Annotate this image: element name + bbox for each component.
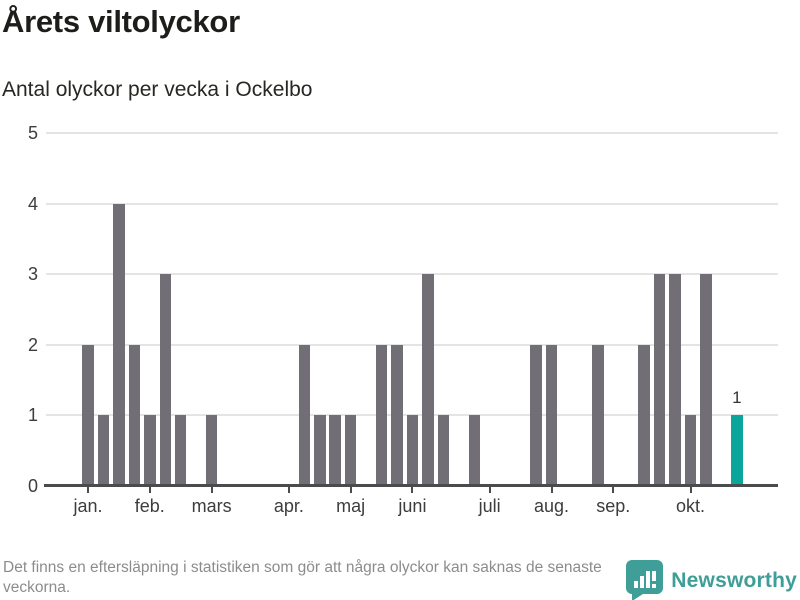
bar-week-4 <box>128 344 141 486</box>
y-axis-label-4: 4 <box>27 193 38 214</box>
x-tick-juli <box>488 487 491 493</box>
bar-week-43-highlight <box>731 415 743 486</box>
x-axis-label-mars: mars <box>191 496 232 516</box>
x-tick-juni <box>411 487 414 493</box>
x-tick-maj <box>349 487 352 493</box>
bar-week-26 <box>468 415 480 486</box>
x-tick-sep <box>612 487 615 493</box>
x-tick-jan <box>87 487 89 493</box>
footer-note: Det finns en eftersläpning i statistiken… <box>3 559 602 596</box>
bar-week-39 <box>669 274 681 486</box>
x-axis-label-juli: juli <box>478 496 501 516</box>
chart-subtitle: Antal olyckor per vecka i Ockelbo <box>2 78 313 101</box>
x-axis-line <box>44 484 778 487</box>
bar-week-24 <box>437 415 450 486</box>
x-tick-feb <box>148 487 151 493</box>
bar-week-37 <box>638 344 650 486</box>
bar-week-16 <box>314 415 326 486</box>
y-axis-label-1: 1 <box>27 405 38 425</box>
x-axis-label-okt: okt. <box>676 496 706 516</box>
bar-week-5 <box>144 415 156 486</box>
x-axis-label-juni: juni <box>398 496 427 516</box>
bar-week-21 <box>391 344 403 486</box>
bar-week-9 <box>205 415 218 486</box>
x-axis-label-jan: jan. <box>73 496 103 516</box>
x-tick-mars <box>210 487 213 493</box>
x-axis-label-sep: sep. <box>596 496 631 516</box>
x-axis-label-maj: maj <box>336 496 366 516</box>
bar-week-3 <box>113 203 125 486</box>
bar-week-17 <box>329 415 341 486</box>
bar-week-38 <box>653 274 666 486</box>
bar-week-20 <box>375 344 388 486</box>
y-axis-label-0: 0 <box>27 475 38 496</box>
highlight-value-label: 1 <box>732 388 742 407</box>
bar-week-40 <box>684 415 697 486</box>
bar-week-22 <box>406 415 419 486</box>
y-axis-label-2: 2 <box>27 334 38 355</box>
gridline-y5 <box>46 132 778 134</box>
bar-week-1 <box>82 344 94 486</box>
x-tick-aug <box>550 487 553 493</box>
bar-week-31 <box>545 344 558 486</box>
bar-week-2 <box>97 415 110 486</box>
newsworthy-logo-icon <box>626 560 664 600</box>
newsworthy-brand: Newsworthy <box>626 560 797 600</box>
x-axis-label-aug: aug. <box>533 496 570 516</box>
x-axis-label-feb: feb. <box>134 496 165 516</box>
bar-week-15 <box>298 344 311 486</box>
x-axis-label-apr: apr. <box>273 496 304 516</box>
newsworthy-logo-text: Newsworthy <box>671 568 797 592</box>
bar-week-7 <box>174 415 187 486</box>
x-tick-okt <box>689 487 692 493</box>
bar-week-6 <box>159 274 171 486</box>
y-axis-label-5: 5 <box>27 123 38 143</box>
bar-week-34 <box>592 344 604 486</box>
bar-week-30 <box>530 344 542 486</box>
gridline-y4 <box>46 202 778 205</box>
chart-title: Årets viltolyckor <box>2 4 240 39</box>
x-tick-apr <box>287 487 290 493</box>
gridline-y2 <box>46 343 778 346</box>
bar-week-41 <box>700 274 712 486</box>
bar-week-18 <box>344 415 357 486</box>
y-axis-label-3: 3 <box>27 264 38 284</box>
bar-week-23 <box>422 274 434 486</box>
gridline-y3 <box>46 273 778 275</box>
